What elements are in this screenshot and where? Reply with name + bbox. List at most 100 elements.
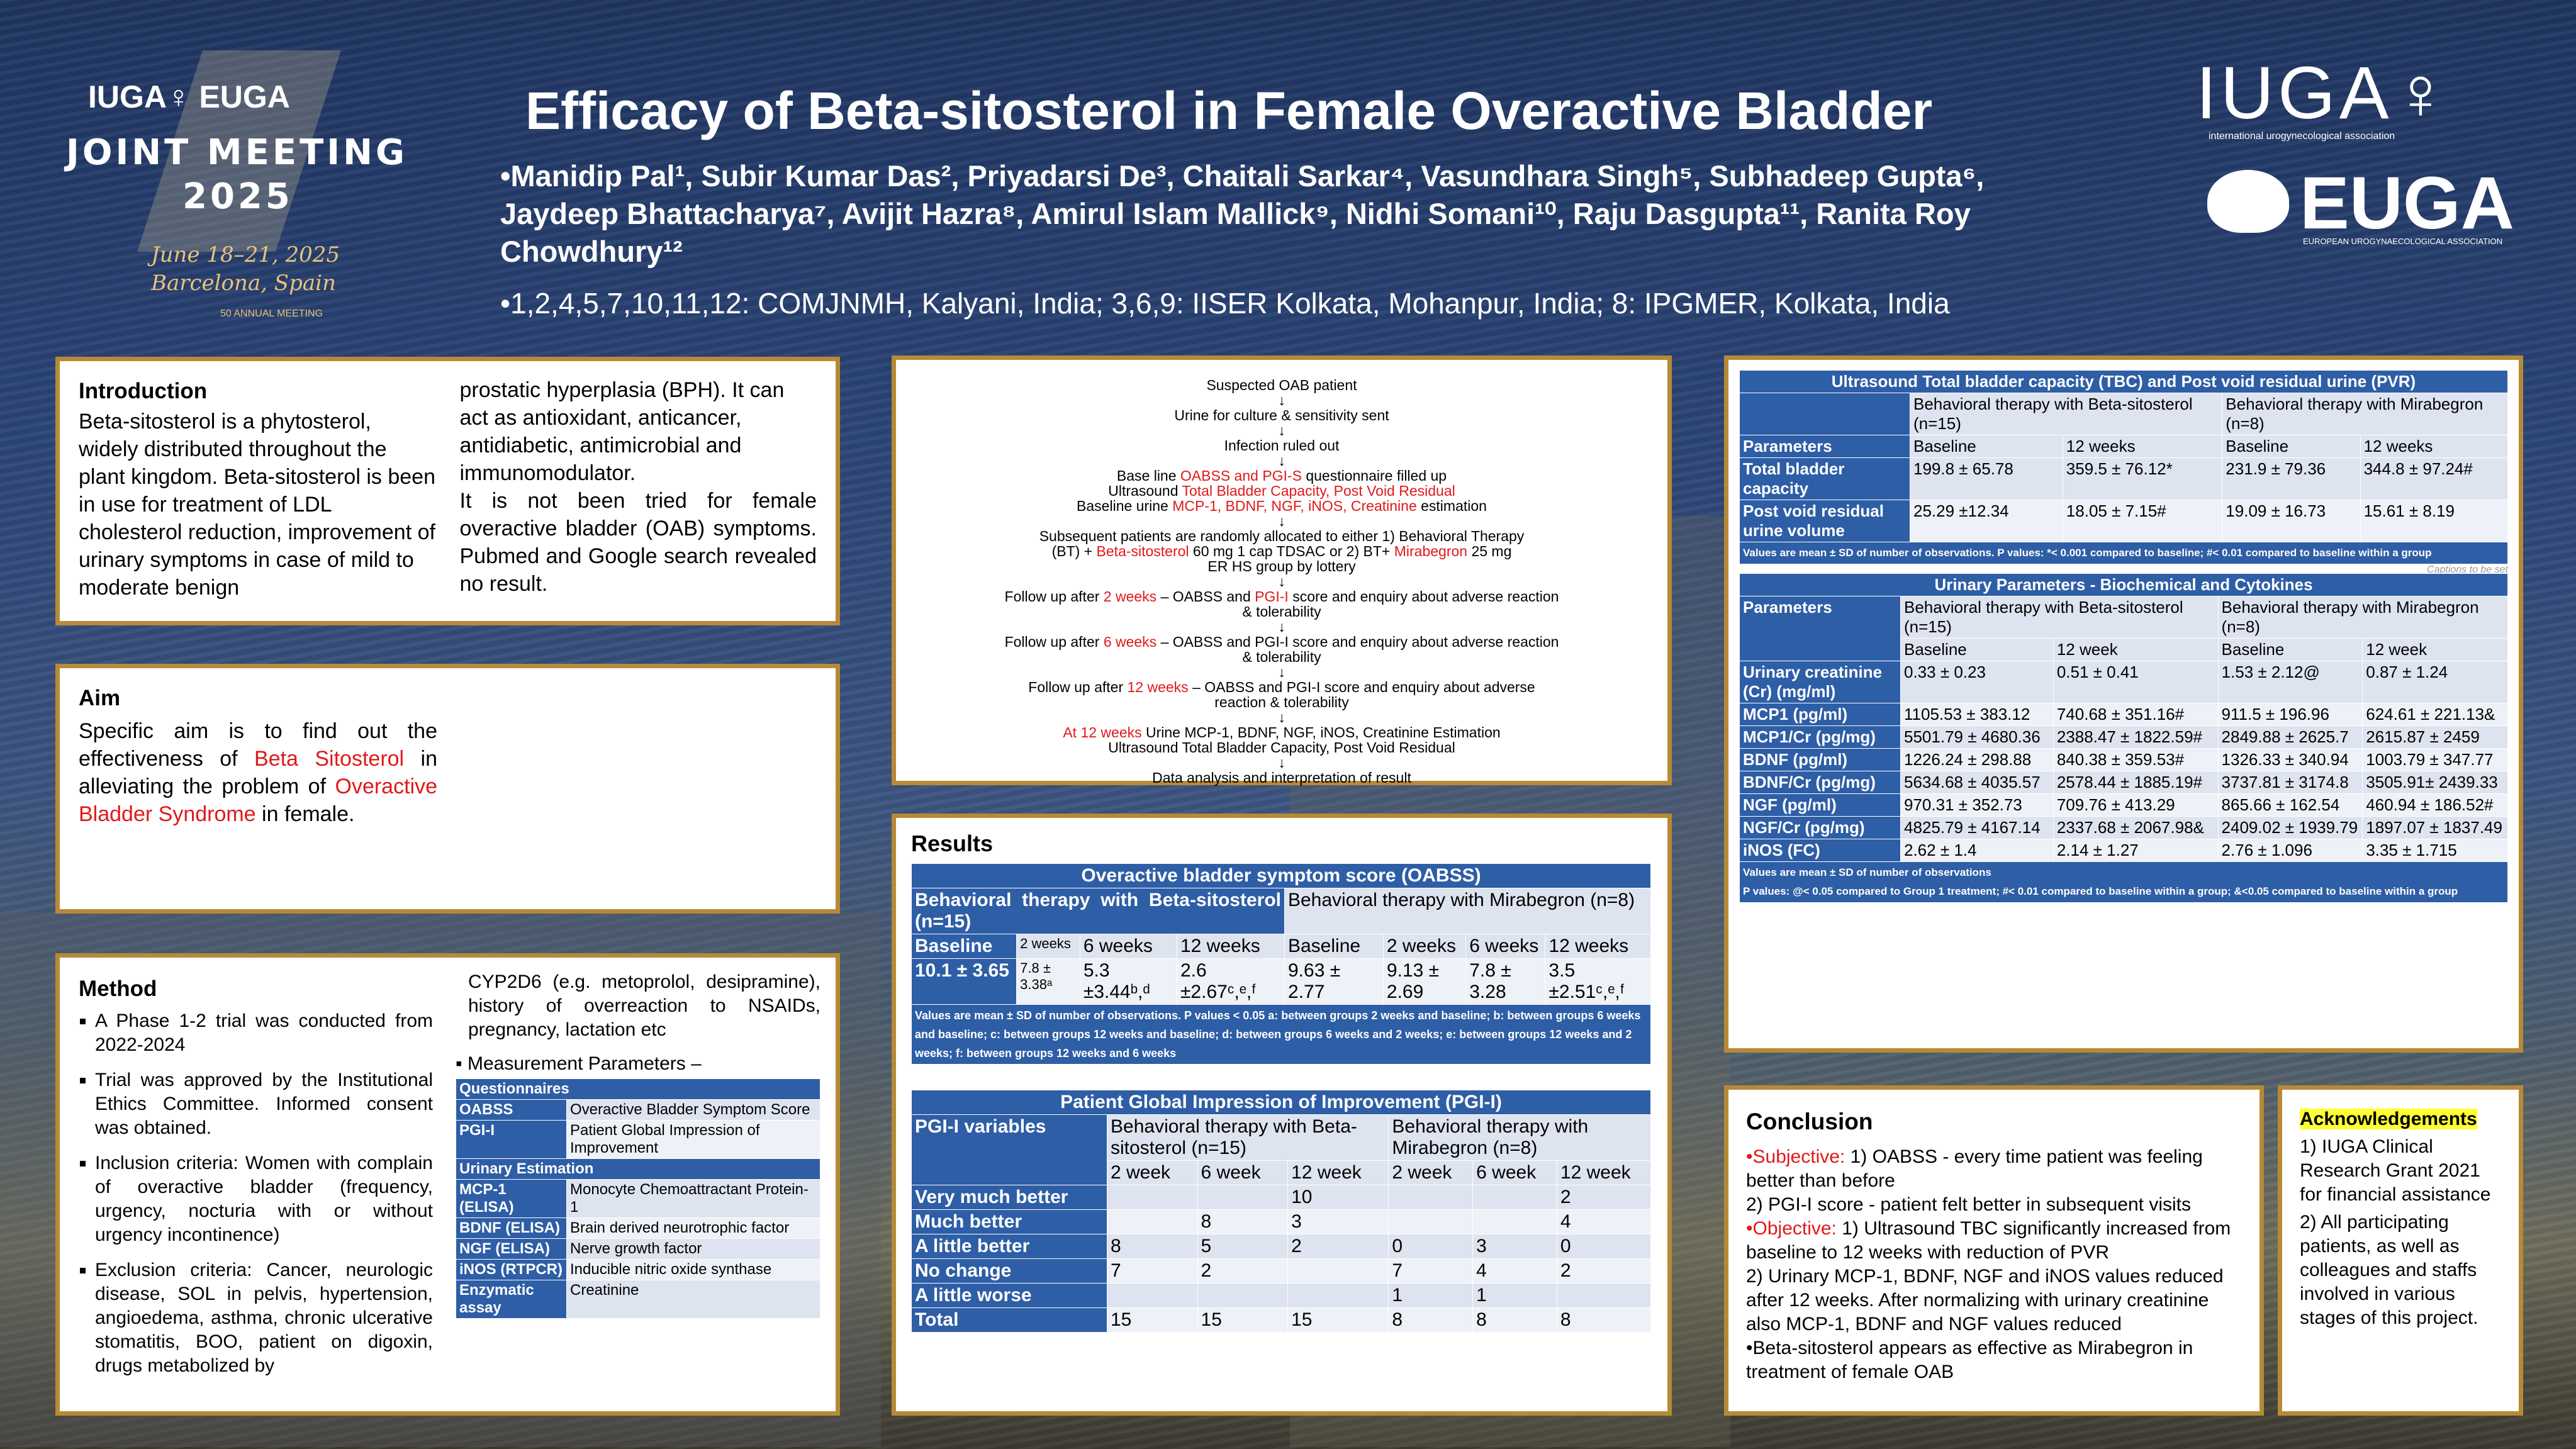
cell-value: 8 — [1472, 1307, 1557, 1333]
oabss-subheader: Baseline — [1284, 934, 1384, 959]
flow-step: Data analysis and interpretation of resu… — [902, 770, 1661, 785]
flow-text: PGI-I — [1255, 588, 1289, 605]
us-group2: Behavioral therapy with Mirabegron (n=8) — [2222, 393, 2508, 435]
cell-value: 359.5 ± 76.12* — [2062, 457, 2223, 500]
cell-value: 8 — [1107, 1234, 1198, 1259]
pgi-week: 6 week — [1197, 1160, 1289, 1185]
oabss-value: 9.13 ± 2.69 — [1382, 958, 1467, 1005]
objective-text: 1) Ultrasound TBC significantly increase… — [1746, 1218, 2231, 1263]
cell-value: 3 — [1287, 1209, 1389, 1234]
cell-value: 0.87 ± 1.24 — [2362, 661, 2508, 703]
flow-text: (BT) + — [1051, 543, 1097, 559]
conclusion-panel: Conclusion •Subjective: 1) OABSS - every… — [1724, 1085, 2264, 1416]
measure-abbr: iNOS (RTPCR) — [456, 1259, 567, 1280]
flow-step: ↓ — [902, 619, 1661, 634]
conclusion-final: •Beta-sitosterol appears as effective as… — [1746, 1338, 2193, 1382]
flow-text: Urine for culture & sensitivity sent — [1174, 407, 1389, 423]
cell-value: 2 — [1287, 1234, 1389, 1259]
urinary-row: iNOS (FC) 2.62 ± 1.4 2.14 ± 1.27 2.76 ± 1.0… — [1739, 839, 2508, 862]
flow-text: score and enquiry about adverse reaction — [1288, 588, 1559, 605]
flow-text: & tolerability — [1242, 603, 1321, 620]
introduction-col1: Beta-sitosterol is a phytosterol, widely… — [79, 410, 435, 600]
questionnaires-header: Questionnaires — [456, 1078, 820, 1100]
cell-value: 1.53 ± 2.12@ — [2217, 661, 2363, 703]
cell-value — [1472, 1209, 1557, 1234]
method-bullet: A Phase 1-2 trial was conducted from 202… — [95, 1009, 433, 1057]
flow-step: ↓ — [902, 710, 1661, 725]
oabss-value: 2.6 ±2.67ᶜ,ᵉ,ᶠ — [1176, 958, 1285, 1005]
pgi-var-label: PGI-I variables — [911, 1114, 1107, 1185]
introduction-col2b: It is not been tried for female overacti… — [459, 489, 817, 596]
flow-text: Baseline urine — [1077, 498, 1173, 514]
measurement-table: Questionnaires OABSS Overactive Bladder S… — [456, 1078, 820, 1319]
row-label: Total bladder capacity — [1739, 457, 1910, 500]
author-line-2: Jaydeep Bhattacharya⁷, Avijit Hazra⁸, Am… — [500, 197, 1971, 230]
cell-value: 199.8 ± 65.78 — [1910, 457, 2063, 500]
flow-text: 12 weeks — [1127, 679, 1189, 695]
us-sub: Baseline — [1910, 435, 2063, 458]
row-label: iNOS (FC) — [1739, 839, 1901, 862]
cell-value: 15.61 ± 8.19 — [2360, 500, 2509, 542]
cell-value: 5634.68 ± 4035.57 — [1900, 771, 2054, 794]
cell-value: 2615.87 ± 2459 — [2362, 725, 2508, 749]
logo-anniversary: 50 ANNUAL MEETING — [220, 308, 323, 319]
pgi-week: 2 week — [1107, 1160, 1198, 1185]
cell-value: 911.5 ± 196.96 — [2217, 703, 2363, 726]
oabss-subheader: Baseline — [910, 934, 1017, 959]
flow-text: ↓ — [1278, 754, 1285, 771]
cell-value — [1107, 1209, 1198, 1234]
ur-body: Urinary creatinine (Cr) (mg/ml) 0.33 ± 0.… — [1739, 661, 2508, 862]
urinary-row: Urinary creatinine (Cr) (mg/ml) 0.33 ± 0.… — [1739, 661, 2508, 703]
measure-desc: Monocyte Chemoattractant Protein-1 — [566, 1179, 820, 1218]
row-label: MCP1/Cr (pg/mg) — [1739, 725, 1901, 749]
measure-desc: Brain derived neurotrophic factor — [566, 1217, 820, 1239]
flow-step: reaction & tolerability — [902, 695, 1661, 710]
cell-value: 1897.07 ± 1837.49 — [2362, 816, 2508, 839]
pgi-row: Much better 8 3 4 — [911, 1209, 1652, 1234]
cell-value — [1197, 1283, 1289, 1308]
row-label: A little worse — [911, 1283, 1107, 1308]
measure-abbr: OABSS — [456, 1099, 567, 1121]
cell-value: 1 — [1388, 1283, 1474, 1308]
pgi-group1: Behavioral therapy with Beta-sitosterol … — [1106, 1114, 1389, 1161]
cell-value: 2.62 ± 1.4 — [1900, 839, 2054, 862]
flow-step: & tolerability — [902, 604, 1661, 619]
measure-abbr: BDNF (ELISA) — [456, 1217, 567, 1239]
us-sub: 12 weeks — [2062, 435, 2223, 458]
cell-value: 2578.44 ± 1885.19# — [2052, 771, 2219, 794]
urinary-row: BDNF (pg/ml) 1226.24 ± 298.88 840.38 ± 359… — [1739, 748, 2508, 771]
oabss-subheader: 12 weeks — [1545, 934, 1651, 959]
row-label: Post void residual urine volume — [1739, 500, 1910, 542]
pgi-caption: Patient Global Impression of Improvement… — [911, 1090, 1651, 1115]
row-label: NGF/Cr (pg/mg) — [1739, 816, 1901, 839]
cell-value: 970.31 ± 352.73 — [1900, 793, 2054, 817]
flow-step: Base line OABSS and PGI-S questionnaire … — [902, 468, 1661, 483]
oabss-subheader: 12 weeks — [1176, 934, 1285, 959]
flow-text: Total Bladder Capacity, Post Void Residu… — [1182, 483, 1455, 499]
us-row: Total bladder capacity 199.8 ± 65.78 359.5… — [1739, 457, 2509, 500]
row-label: MCP1 (pg/ml) — [1739, 703, 1901, 726]
meeting-logo: IUGA♀ EUGA JOINT MEETING 2025 June 18–21… — [63, 50, 415, 346]
flow-step: Follow up after 6 weeks – OABSS and PGI-… — [902, 634, 1661, 649]
cell-value: 231.9 ± 79.36 — [2222, 457, 2361, 500]
cell-value: 4 — [1472, 1258, 1557, 1284]
author-line-1: •Manidip Pal¹, Subir Kumar Das², Priyada… — [500, 159, 1985, 193]
cell-value: 2 — [1556, 1258, 1652, 1284]
flow-text: Beta-sitosterol — [1096, 543, 1189, 559]
cell-value — [1388, 1185, 1474, 1210]
oabss-value: 3.5 ±2.51ᶜ,ᵉ,ᶠ — [1545, 958, 1651, 1005]
pgi-row: Total 15 15 15 8 8 8 — [911, 1307, 1652, 1333]
cell-value — [1287, 1283, 1389, 1308]
results-panel: Results Overactive bladder symptom score… — [892, 814, 1672, 1416]
measurement-text: Measurement Parameters – — [467, 1053, 702, 1074]
introduction-title: Introduction — [79, 379, 208, 403]
ur-sub: Baseline — [2217, 638, 2363, 661]
cell-value: 0 — [1556, 1234, 1652, 1259]
flow-text: ↓ — [1278, 709, 1285, 725]
cell-value: 19.09 ± 16.73 — [2222, 500, 2361, 542]
oabss-subheader: 6 weeks — [1465, 934, 1546, 959]
measure-abbr: MCP-1 (ELISA) — [456, 1179, 567, 1218]
measure-abbr: PGI-I — [456, 1120, 567, 1159]
flow-text: Base line — [1116, 467, 1180, 484]
acknowledgements-panel: Acknowledgements 1) IUGA Clinical Resear… — [2278, 1085, 2523, 1416]
